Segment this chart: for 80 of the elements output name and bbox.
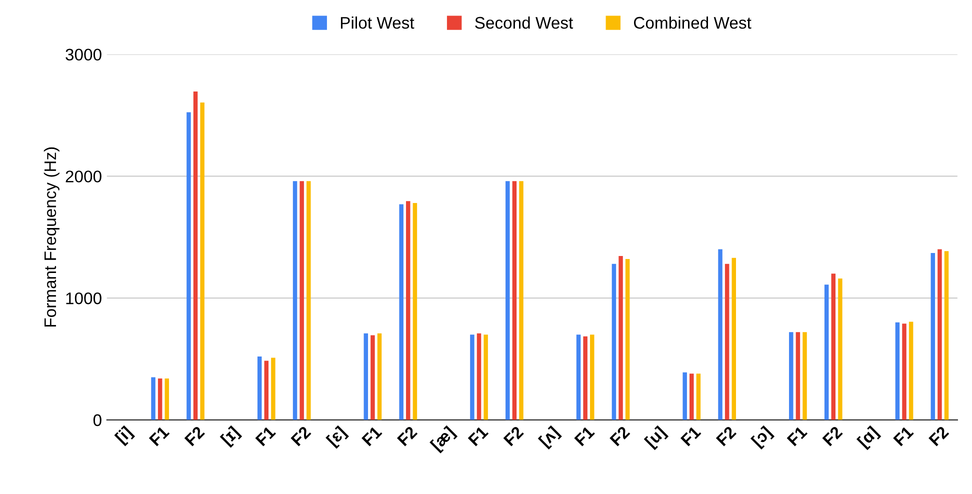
x-tick-label: F2	[396, 426, 418, 446]
legend-label: Combined West	[634, 16, 752, 29]
y-axis-title: Formant Frequency (Hz)	[44, 147, 60, 327]
x-tick-label: [æ]	[430, 425, 458, 454]
bar	[193, 92, 198, 420]
x-tick-label: F2	[609, 426, 630, 446]
bar	[364, 333, 368, 420]
bar	[506, 181, 510, 420]
bar	[724, 264, 730, 420]
bar	[930, 252, 936, 420]
x-tick-label: F2	[503, 426, 524, 446]
bar	[938, 249, 942, 420]
bar	[412, 203, 418, 420]
bar	[583, 336, 588, 420]
x-tick-label: [u]	[644, 425, 669, 450]
bar	[789, 332, 794, 420]
bar	[257, 356, 262, 420]
x-tick-label: F2	[290, 426, 312, 446]
bar	[476, 333, 482, 420]
y-tick-label: 0	[93, 414, 102, 426]
x-tick-label: [i]	[114, 425, 136, 446]
bar	[796, 332, 800, 420]
bar	[470, 334, 474, 420]
bar	[682, 372, 687, 420]
legend-label: Second West	[475, 16, 574, 29]
bar	[908, 322, 914, 420]
bar	[264, 360, 269, 420]
y-tick-label: 2000	[66, 170, 102, 182]
bar	[271, 358, 276, 420]
x-tick-label: F1	[148, 426, 170, 446]
bar	[300, 181, 304, 420]
x-tick-label: [ɛ]	[326, 425, 349, 449]
x-tick-label: [ɪ]	[220, 425, 242, 448]
bar	[186, 112, 191, 420]
x-tick-label: F1	[362, 426, 382, 446]
bar	[590, 334, 594, 420]
bar	[690, 374, 694, 420]
x-tick-label: F1	[893, 426, 914, 446]
x-tick-label: F2	[716, 426, 737, 446]
bar	[902, 324, 906, 420]
x-tick-label: F1	[574, 426, 595, 446]
bar	[732, 258, 736, 420]
bar	[576, 334, 581, 420]
bar	[612, 264, 616, 420]
x-tick-label: [ɔ]	[750, 425, 775, 450]
bar	[895, 322, 900, 420]
bar	[618, 256, 623, 420]
bar	[200, 102, 204, 420]
y-tick-label: 1000	[66, 292, 102, 304]
bar	[838, 278, 842, 420]
bar	[151, 377, 156, 420]
bar	[802, 332, 807, 420]
bar	[718, 249, 722, 420]
bar	[164, 378, 170, 420]
bar	[696, 374, 701, 420]
bar	[831, 274, 836, 420]
bar	[370, 335, 375, 420]
bar	[625, 259, 630, 420]
bar	[292, 181, 298, 420]
bar	[824, 284, 829, 420]
bar	[158, 378, 162, 420]
bar	[512, 181, 517, 420]
bar	[484, 334, 488, 420]
legend-label: Pilot West	[340, 16, 414, 29]
x-tick-label: [ɑ]	[856, 425, 882, 450]
x-tick-label: F1	[255, 426, 276, 446]
x-tick-label: F1	[680, 426, 702, 446]
x-tick-label: F1	[468, 426, 489, 446]
y-tick-label: 3000	[66, 48, 102, 61]
x-tick-label: [ʌ]	[538, 425, 562, 450]
x-tick-label: F1	[786, 426, 808, 446]
x-tick-label: F2	[184, 426, 205, 446]
bar	[519, 181, 524, 420]
bar	[944, 251, 949, 420]
bar	[377, 333, 382, 420]
x-tick-label: F2	[822, 426, 843, 446]
x-tick-label: F2	[928, 426, 950, 446]
bar	[406, 201, 410, 420]
bar	[399, 204, 404, 420]
bar	[306, 181, 311, 420]
